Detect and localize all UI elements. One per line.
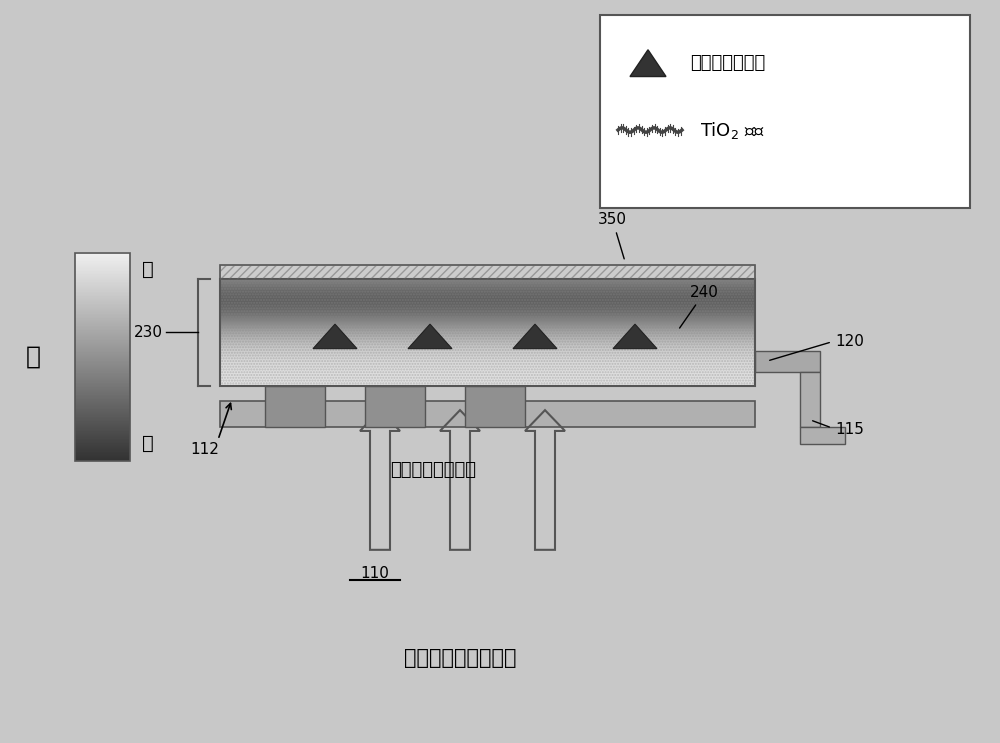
Bar: [220, 279, 755, 386]
Text: 场: 场: [25, 345, 40, 369]
Text: 112: 112: [191, 442, 219, 457]
Text: TiO$_2$ 涂层: TiO$_2$ 涂层: [700, 120, 765, 140]
Text: 高: 高: [142, 260, 154, 279]
Bar: [220, 265, 755, 279]
Bar: [220, 265, 755, 279]
Text: 低: 低: [142, 434, 154, 453]
Text: 光照射（共振条件）: 光照射（共振条件）: [404, 648, 516, 667]
Text: 350: 350: [598, 212, 627, 259]
Text: 上转换纳米颗粒: 上转换纳米颗粒: [690, 54, 765, 72]
Bar: [365, 386, 425, 427]
Polygon shape: [630, 50, 666, 77]
Bar: [800, 427, 845, 444]
FancyBboxPatch shape: [600, 15, 970, 208]
Polygon shape: [513, 324, 557, 348]
Bar: [75, 253, 130, 461]
Polygon shape: [313, 324, 357, 348]
Bar: [755, 351, 820, 372]
Polygon shape: [408, 324, 452, 348]
Text: 240: 240: [680, 285, 719, 328]
Bar: [265, 386, 325, 427]
Text: 115: 115: [835, 422, 864, 437]
Text: 230: 230: [134, 325, 163, 340]
Text: 110: 110: [361, 566, 389, 581]
Text: 共振波导光栅表面: 共振波导光栅表面: [390, 461, 476, 478]
Bar: [800, 372, 820, 427]
Bar: [465, 386, 525, 427]
Bar: [220, 279, 755, 386]
Text: 120: 120: [835, 334, 864, 349]
Polygon shape: [613, 324, 657, 348]
Bar: [220, 401, 755, 427]
